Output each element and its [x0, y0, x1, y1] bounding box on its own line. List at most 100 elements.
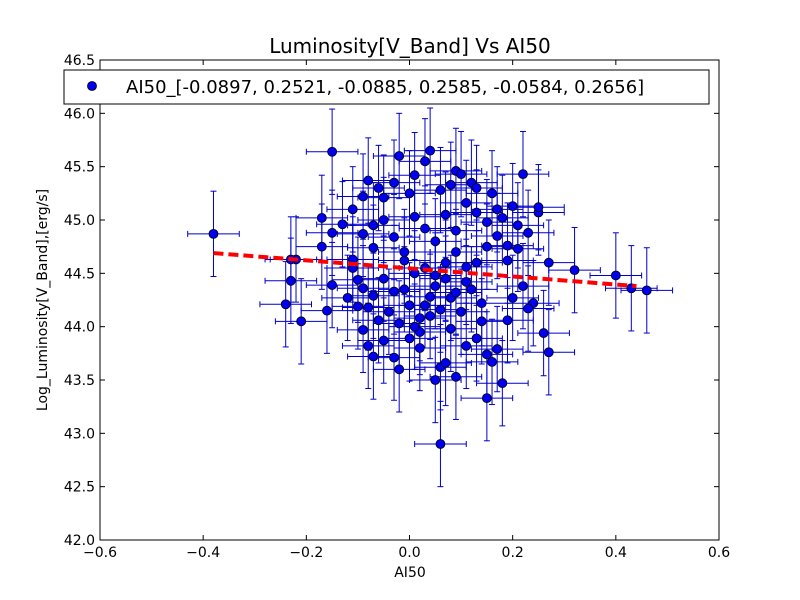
x-tick-label: −0.2: [289, 545, 323, 561]
legend-box: [63, 69, 710, 105]
x-tick-label: −0.4: [186, 545, 220, 561]
data-point: [502, 255, 513, 266]
data-point: [487, 188, 497, 199]
data-point: [523, 303, 534, 314]
data-point: [409, 321, 420, 332]
x-tick-label: 0.0: [398, 545, 420, 561]
data-point: [492, 204, 503, 215]
data-point: [497, 212, 508, 223]
y-tick-label: 44.5: [64, 266, 95, 282]
data-point: [435, 439, 446, 449]
data-point: [420, 223, 430, 234]
data-point: [440, 358, 451, 368]
data-point: [466, 284, 477, 295]
y-axis-label: Log_Luminosity[V_Band],[erg/s]: [35, 189, 51, 411]
data-point: [487, 356, 497, 367]
data-point: [523, 227, 534, 238]
data-point: [451, 371, 461, 382]
data-point: [420, 156, 430, 167]
data-point: [440, 209, 451, 220]
data-point: [456, 306, 466, 317]
data-point: [512, 243, 523, 254]
data-point: [420, 300, 430, 311]
data-point: [461, 198, 472, 208]
data-point: [404, 300, 415, 311]
data-point: [208, 228, 219, 239]
data-point: [451, 225, 461, 236]
data-point: [435, 304, 446, 315]
data-point: [425, 145, 436, 156]
data-point: [404, 188, 415, 199]
data-point: [322, 305, 332, 316]
data-point: [461, 340, 472, 351]
data-point: [471, 333, 482, 344]
y-tick-label: 42.5: [64, 480, 95, 496]
data-point: [316, 241, 327, 252]
data-point: [404, 333, 415, 344]
data-point: [492, 231, 503, 241]
data-point: [389, 286, 399, 297]
legend: AI50_[-0.0897, 0.2521, -0.0885, 0.2585, …: [63, 69, 710, 105]
y-tick-label: 46.0: [64, 106, 95, 122]
data-point: [451, 247, 461, 257]
data-point: [347, 204, 358, 215]
data-point: [414, 313, 425, 324]
data-point: [358, 191, 368, 202]
data-point: [641, 285, 652, 296]
chart-title: Luminosity[V_Band] Vs AI50: [269, 34, 551, 58]
data-point: [399, 255, 410, 266]
data-point: [389, 232, 399, 242]
data-point: [378, 192, 389, 203]
data-point: [378, 215, 389, 225]
fit-line: [213, 251, 637, 289]
x-axis-label: AI50: [394, 565, 426, 581]
data-point: [481, 241, 492, 252]
axis-ticks: −0.6 −0.4 −0.2 0.0 0.2 0.4 0.6 42.0 42.5 43.0 43.5…: [64, 53, 730, 561]
data-point: [471, 207, 482, 218]
plot-area: [187, 107, 674, 488]
data-point: [543, 257, 554, 268]
data-point: [394, 364, 405, 375]
data-point: [394, 151, 405, 161]
data-point: [481, 349, 492, 360]
data-point: [476, 316, 487, 327]
data-point: [518, 169, 528, 180]
data-point: [337, 219, 348, 230]
data-point: [456, 169, 466, 180]
data-point: [285, 275, 296, 286]
data-point: [363, 340, 374, 351]
data-point: [461, 262, 472, 272]
data-point: [389, 352, 399, 363]
data-point: [476, 298, 487, 309]
data-point: [414, 343, 425, 353]
y-tick-label: 45.5: [64, 160, 95, 176]
data-point: [353, 301, 363, 312]
data-point: [296, 316, 307, 327]
data-point: [368, 290, 379, 301]
data-point: [373, 315, 384, 326]
data-point: [316, 212, 327, 223]
data-point: [378, 273, 389, 284]
data-point: [327, 280, 338, 290]
legend-marker: [87, 81, 97, 91]
data-point: [358, 324, 368, 335]
data-point: [409, 211, 420, 222]
data-point: [280, 299, 291, 310]
x-tick-label: −0.6: [83, 545, 117, 561]
data-point: [399, 247, 410, 257]
data-point: [543, 347, 554, 358]
data-point: [358, 283, 368, 294]
x-tick-label: 0.2: [502, 545, 524, 561]
data-point: [512, 220, 523, 231]
data-point: [451, 287, 461, 298]
data-point: [430, 281, 441, 292]
data-point: [383, 306, 394, 317]
data-point: [358, 228, 368, 239]
y-tick-label: 43.5: [64, 373, 95, 389]
data-point: [373, 183, 384, 193]
data-point: [327, 227, 338, 238]
data-point: [471, 257, 482, 268]
data-point: [569, 265, 580, 276]
data-point: [430, 375, 441, 385]
